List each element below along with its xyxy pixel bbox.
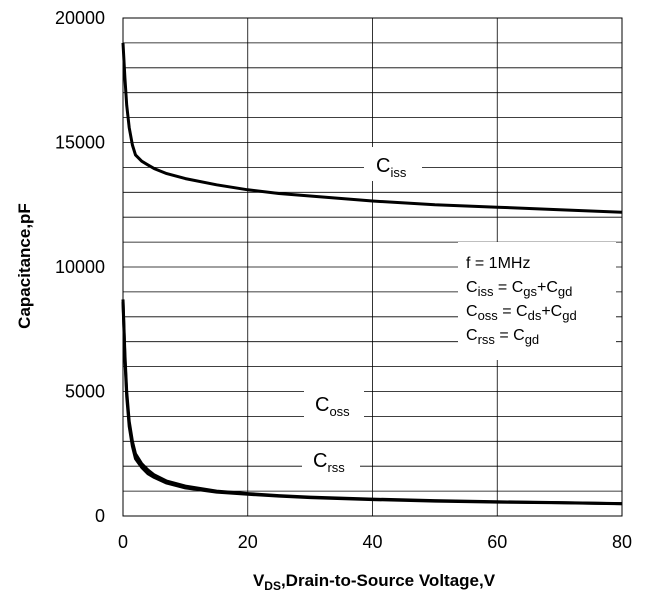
legend-line: Ciss = Cgs+Cgd [466, 279, 572, 299]
legend-bg [458, 242, 616, 360]
ciss-label: Ciss [376, 155, 407, 180]
legend-line: Crss = Cgd [466, 327, 539, 347]
series-line-crss [121, 301, 623, 506]
chart-series [121, 42, 623, 506]
coss-label-bg [304, 386, 364, 420]
x-tick-label: 40 [362, 532, 382, 552]
y-tick-labels: 0 5000 10000 15000 20000 [55, 8, 105, 526]
y-tick-label: 20000 [55, 8, 105, 28]
x-axis-title: VDS,Drain-to-Source Voltage,V [253, 571, 496, 593]
x-tick-label: 20 [238, 532, 258, 552]
legend-line: f = 1MHz [466, 255, 530, 272]
legend-line: Coss = Cds+Cgd [466, 303, 577, 323]
ciss-label-bg [364, 147, 422, 181]
crss-label: Crss [313, 450, 345, 475]
y-tick-label: 5000 [65, 382, 105, 402]
formula-legend: f = 1MHz Ciss = Cgs+Cgd Coss = Cds+Cgd Crss… [458, 242, 616, 360]
x-tick-label: 0 [118, 532, 128, 552]
crss-label-bg [302, 443, 360, 477]
series-labels: Ciss Coss Crss [302, 147, 422, 477]
y-tick-label: 10000 [55, 257, 105, 277]
y-axis-title: Capacitance,pF [15, 203, 34, 329]
x-tick-label: 60 [487, 532, 507, 552]
series-line-ciss [121, 42, 623, 214]
coss-label: Coss [315, 394, 350, 419]
x-tick-labels: 0 20 40 60 80 [118, 532, 632, 552]
x-tick-label: 80 [612, 532, 632, 552]
y-tick-label: 0 [95, 506, 105, 526]
y-tick-label: 15000 [55, 133, 105, 153]
